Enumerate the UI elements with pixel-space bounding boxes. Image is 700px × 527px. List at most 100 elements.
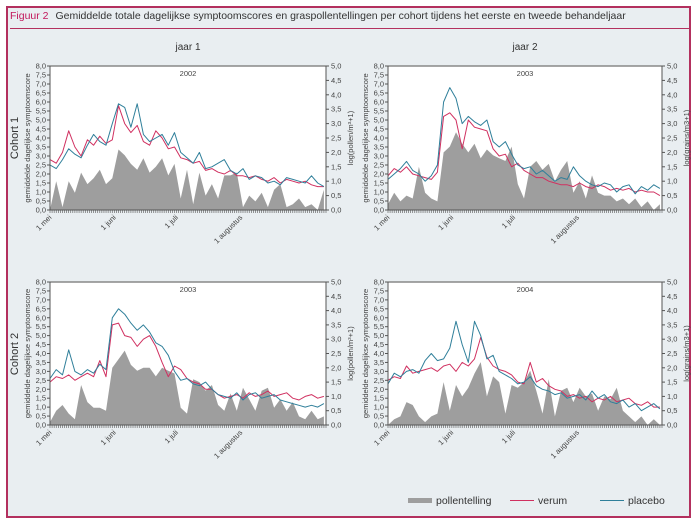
y-tick-label-left: 6,5 <box>36 304 46 313</box>
x-tick-label: 1 juni <box>436 428 455 447</box>
y-axis-label-left: gemiddelde dagelijkse symptoomscore <box>361 73 370 202</box>
y-tick-label-left: 7,0 <box>374 80 384 89</box>
y-tick-label-right: 2,5 <box>331 349 341 358</box>
y-tick-label-right: 4,0 <box>331 306 341 315</box>
placebo-line <box>387 87 661 195</box>
pollen-area <box>50 350 324 425</box>
y-tick-label-right: 3,0 <box>667 119 677 128</box>
y-tick-label-left: 3,0 <box>374 367 384 376</box>
pollen-area <box>50 149 324 210</box>
y-tick-label-right: 0,0 <box>667 206 677 215</box>
verum-line <box>49 105 324 188</box>
y-tick-label-left: 4,0 <box>374 134 384 143</box>
legend: pollentelling verum placebo <box>408 495 665 507</box>
y-tick-label-left: 1,5 <box>36 179 46 188</box>
legend-label-verum: verum <box>538 495 567 507</box>
row-label-cohort-1: Cohort 1 <box>9 117 21 159</box>
y-tick-label-left: 7,0 <box>374 295 384 304</box>
y-tick-label-left: 5,5 <box>36 322 46 331</box>
x-tick-label: 1 juni <box>99 428 118 447</box>
column-header-2: jaar 2 <box>511 42 537 53</box>
y-axis-label-right: log(pollen/m³+1) <box>346 110 355 165</box>
y-tick-label-left: 5,5 <box>36 107 46 116</box>
y-tick-label-left: 0,0 <box>36 206 46 215</box>
y-tick-label-left: 6,0 <box>374 98 384 107</box>
y-tick-label-right: 3,0 <box>331 335 341 344</box>
y-tick-label-left: 1,0 <box>374 188 384 197</box>
y-tick-label-left: 2,5 <box>36 376 46 385</box>
placebo-line <box>49 103 325 188</box>
y-tick-label-left: 4,5 <box>374 340 384 349</box>
y-tick-label-left: 1,0 <box>374 403 384 412</box>
y-tick-label-left: 2,0 <box>374 385 384 394</box>
y-tick-label-left: 7,5 <box>36 71 46 80</box>
y-tick-label-right: 5,0 <box>667 62 677 71</box>
x-tick-label: 1 juli <box>163 213 181 231</box>
y-tick-label-right: 4,0 <box>667 306 677 315</box>
y-tick-label-left: 7,5 <box>374 286 384 295</box>
panel-title: 2002 <box>180 69 197 78</box>
x-tick-label: 1 juli <box>500 428 518 446</box>
y-axis-label-right: log(grains/m3+1) <box>682 109 691 166</box>
y-tick-label-right: 1,5 <box>667 378 677 387</box>
legend-label-pollentelling: pollentelling <box>436 495 492 507</box>
y-tick-label-left: 0,5 <box>36 412 46 421</box>
y-tick-label-left: 1,5 <box>374 179 384 188</box>
y-tick-label-left: 0,0 <box>374 206 384 215</box>
y-tick-label-left: 4,5 <box>36 340 46 349</box>
y-tick-label-left: 5,5 <box>374 322 384 331</box>
legend-label-placebo: placebo <box>628 495 665 507</box>
panel-title: 2003 <box>517 69 534 78</box>
y-tick-label-left: 7,5 <box>374 71 384 80</box>
y-axis-label-left: gemiddelde dagelijkse symptoomscore <box>361 289 370 418</box>
x-tick-label: 1 mei <box>34 213 54 233</box>
y-tick-label-left: 0,5 <box>36 197 46 206</box>
y-tick-label-left: 5,0 <box>36 116 46 125</box>
y-tick-label-right: 2,5 <box>331 134 341 143</box>
x-tick-label: 1 juli <box>500 213 518 231</box>
y-tick-label-right: 3,0 <box>331 119 341 128</box>
y-tick-label-right: 1,0 <box>331 392 341 401</box>
y-tick-label-right: 4,5 <box>667 292 677 301</box>
y-tick-label-right: 0,0 <box>331 206 341 215</box>
y-tick-label-right: 3,5 <box>331 320 341 329</box>
y-tick-label-left: 1,0 <box>36 403 46 412</box>
y-tick-label-left: 2,0 <box>374 170 384 179</box>
y-tick-label-left: 2,5 <box>374 161 384 170</box>
legend-swatch-pollentelling <box>408 498 432 503</box>
y-tick-label-left: 5,0 <box>374 331 384 340</box>
pollen-area <box>388 362 660 425</box>
y-tick-label-right: 0,0 <box>667 421 677 430</box>
x-tick-label: 1 augustus <box>212 213 244 245</box>
y-tick-label-left: 1,0 <box>36 188 46 197</box>
y-axis-label-right: log(grains/m3+1) <box>682 325 691 382</box>
y-tick-label-left: 0,5 <box>374 197 384 206</box>
y-tick-label-left: 2,5 <box>374 376 384 385</box>
y-tick-label-right: 1,5 <box>667 162 677 171</box>
y-tick-label-left: 2,5 <box>36 161 46 170</box>
y-tick-label-left: 8,0 <box>36 278 46 287</box>
y-tick-label-left: 3,0 <box>36 152 46 161</box>
pollen-area <box>388 132 660 210</box>
plot-area <box>50 282 326 425</box>
y-tick-label-right: 1,5 <box>331 162 341 171</box>
row-label-cohort-2: Cohort 2 <box>9 333 21 375</box>
x-tick-label: 1 augustus <box>212 428 244 460</box>
y-tick-label-left: 8,0 <box>36 62 46 71</box>
x-tick-label: 1 mei <box>34 428 54 448</box>
x-tick-label: 1 juni <box>436 213 455 232</box>
plot-area <box>388 66 662 210</box>
y-tick-label-left: 8,0 <box>374 62 384 71</box>
y-axis-label-left: gemiddelde dagelijkse symptoomscore <box>23 289 32 418</box>
y-tick-label-right: 2,5 <box>667 134 677 143</box>
y-tick-label-right: 5,0 <box>331 62 341 71</box>
y-tick-label-left: 5,0 <box>36 331 46 340</box>
panel-cohort1-jaar2: 20030,00,51,01,52,02,53,03,54,04,55,05,5… <box>361 62 691 246</box>
y-tick-label-right: 1,0 <box>331 177 341 186</box>
y-axis-label-right: log(pollen/m³+1) <box>346 326 355 381</box>
y-tick-label-left: 7,0 <box>36 80 46 89</box>
y-tick-label-right: 2,5 <box>667 349 677 358</box>
x-tick-label: 1 juli <box>163 428 181 446</box>
y-tick-label-right: 2,0 <box>667 148 677 157</box>
y-tick-label-right: 5,0 <box>667 278 677 287</box>
